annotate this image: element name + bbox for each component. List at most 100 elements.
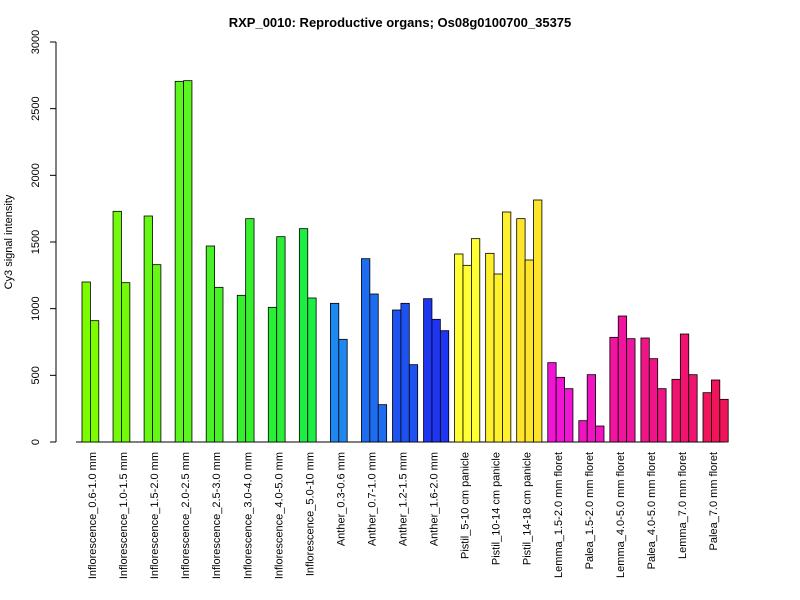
bar	[369, 293, 379, 443]
bar-group	[205, 245, 224, 443]
category-label: Inflorescence_4.0-5.0 mm	[273, 452, 285, 579]
bar	[298, 228, 309, 443]
category-label: Palea_4.0-5.0 mm floret	[646, 452, 658, 569]
category-label: Lemma_4.0-5.0 mm floret	[615, 452, 627, 578]
category-label: Pistil_5-10 cm panicle	[460, 452, 472, 559]
bar	[329, 302, 340, 443]
category-label: Inflorescence_0.6-1.0 mm	[87, 452, 99, 579]
bar	[533, 199, 543, 443]
bar	[595, 425, 605, 443]
y-tick-label: 500	[30, 366, 42, 384]
bar	[307, 297, 317, 443]
bar	[174, 80, 184, 443]
bar-group	[516, 199, 543, 443]
bar	[547, 362, 557, 443]
category-label: Inflorescence_3.0-4.0 mm	[242, 452, 254, 579]
bar-group	[112, 210, 131, 443]
category-label: Palea_1.5-2.0 mm floret	[584, 452, 596, 569]
bars-group	[81, 80, 729, 443]
bar-group	[329, 302, 348, 443]
category-label: Lemma_7.0 mm floret	[677, 452, 689, 559]
chart-title: RXP_0010: Reproductive organs; Os08g0100…	[229, 15, 572, 30]
bar-group	[423, 298, 450, 443]
bar	[657, 388, 667, 443]
bar	[245, 218, 255, 443]
bar	[152, 264, 162, 443]
bar	[400, 302, 410, 443]
y-axis: 0 500 1000 1500 2000 2500 3000	[30, 30, 57, 445]
bar	[454, 253, 464, 443]
category-label: Pistil_10-14 cm panicle	[491, 452, 503, 565]
bar-group	[143, 215, 162, 443]
bar	[377, 404, 388, 443]
bar	[688, 374, 698, 443]
category-label: Lemma_1.5-2.0 mm floret	[553, 452, 565, 578]
category-label: Inflorescence_1.0-1.5 mm	[118, 452, 130, 579]
bar	[439, 330, 450, 443]
y-axis-label: Cy3 signal intensity	[3, 194, 15, 289]
bar	[485, 252, 495, 443]
bar	[617, 315, 628, 443]
category-label: Inflorescence_5.0-10 mm	[304, 452, 316, 576]
bar	[702, 392, 712, 443]
y-tick-label: 2500	[30, 96, 42, 120]
bar	[183, 80, 193, 443]
category-label: Pistil_14-18 cm panicle	[522, 452, 534, 565]
y-tick-label: 1000	[30, 296, 42, 320]
bar	[121, 282, 131, 443]
bar	[423, 298, 433, 443]
bar-group	[640, 337, 667, 443]
bar	[236, 294, 247, 443]
bar	[361, 258, 371, 443]
bar	[555, 376, 565, 443]
bar-group	[392, 302, 419, 443]
bar	[679, 333, 690, 443]
bar	[112, 210, 122, 443]
bar	[81, 281, 91, 443]
category-label: Anther_1.6-2.0 mm	[429, 452, 441, 546]
bar-group	[267, 236, 286, 443]
bar-group	[702, 379, 729, 443]
category-label: Palea_7.0 mm floret	[708, 452, 720, 550]
bar-group	[174, 80, 193, 443]
bar-group	[609, 315, 636, 443]
bar	[90, 320, 100, 443]
bar	[609, 336, 619, 443]
bar-group	[578, 374, 605, 443]
bar-group	[81, 281, 100, 443]
y-tick-label: 1500	[30, 230, 42, 254]
bar	[338, 338, 348, 443]
bar	[640, 337, 650, 443]
category-label: Anther_0.7-1.0 mm	[366, 452, 378, 546]
bar	[143, 215, 153, 443]
category-label: Inflorescence_2.0-2.5 mm	[180, 452, 192, 579]
category-label: Inflorescence_2.5-3.0 mm	[211, 452, 223, 579]
bar	[719, 398, 729, 443]
bar	[586, 374, 597, 443]
bar	[648, 358, 659, 443]
bar	[711, 379, 721, 443]
bar	[267, 306, 278, 443]
bar-group	[671, 333, 698, 443]
bar	[493, 273, 503, 443]
bar	[431, 318, 441, 443]
bar	[408, 364, 419, 443]
bar	[205, 245, 215, 443]
bar	[626, 338, 636, 443]
category-label: Inflorescence_1.5-2.0 mm	[149, 452, 161, 579]
category-label: Anther_0.3-0.6 mm	[335, 452, 347, 546]
bar-group	[454, 238, 481, 443]
y-tick-label: 0	[30, 439, 42, 445]
bar	[502, 211, 512, 443]
bar-group	[547, 362, 574, 443]
category-label: Anther_1.2-1.5 mm	[398, 452, 410, 546]
category-labels: Inflorescence_0.6-1.0 mm Inflorescence_1.…	[87, 452, 720, 579]
bar	[516, 218, 526, 443]
bar	[214, 286, 224, 443]
bar	[524, 259, 534, 443]
bar	[276, 236, 286, 443]
bar	[671, 378, 681, 443]
bar-group	[236, 218, 255, 443]
bar	[392, 309, 402, 443]
